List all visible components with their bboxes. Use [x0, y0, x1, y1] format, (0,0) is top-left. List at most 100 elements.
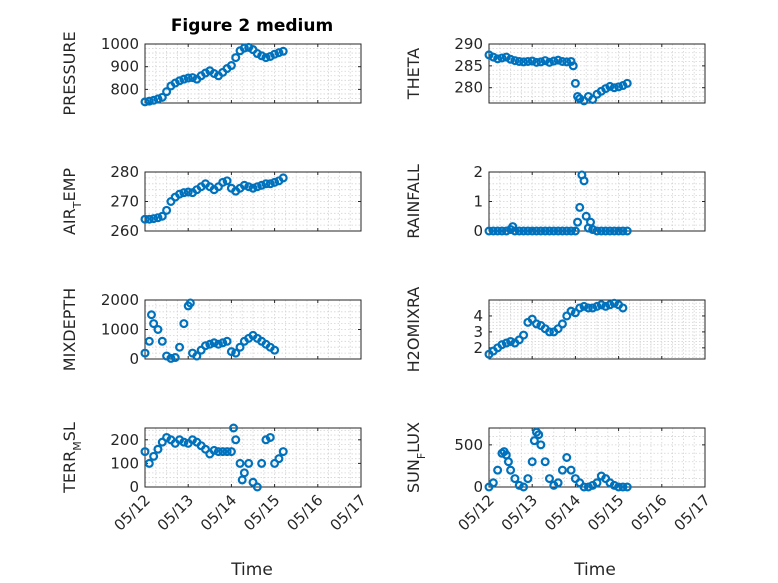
axes-box — [488, 43, 706, 104]
data-point — [209, 338, 219, 348]
data-point — [579, 301, 589, 311]
data-point — [488, 226, 498, 236]
subplot-sun_flux: 0 500 SUNFLUX 05/12 05/13 05/14 05/15 05/16 05/1… — [404, 422, 714, 534]
data-point — [222, 447, 232, 457]
data-point — [557, 319, 567, 329]
y-tick-label: 260 — [110, 222, 139, 240]
y-tick-label: 0 — [129, 478, 139, 496]
data-point — [222, 176, 232, 186]
data-point — [575, 202, 585, 212]
data-point — [501, 338, 511, 348]
data-point — [588, 225, 598, 235]
data-point — [274, 454, 284, 464]
subplot-terr_msl: 0 100 200 TERRMSL 05/12 05/13 05/14 05/15 05/16 0… — [60, 422, 370, 534]
data-point — [557, 226, 567, 236]
data-point — [514, 480, 524, 490]
data-point — [213, 447, 223, 457]
data-point — [579, 176, 589, 186]
x-tick-label: 05/16 — [283, 491, 326, 534]
data-point — [506, 54, 516, 64]
y-tick-label: 2 — [473, 163, 483, 181]
data-point — [218, 177, 228, 187]
data-point — [618, 226, 628, 236]
data-point — [532, 57, 542, 67]
x-axis-label-right: Time — [573, 560, 616, 580]
data-point — [270, 458, 280, 468]
data-point — [514, 335, 524, 345]
data-point — [140, 447, 150, 457]
data-point — [562, 311, 572, 321]
data-point — [218, 338, 228, 348]
data-point — [544, 57, 554, 67]
y-axis-label: MIXDEPTH — [60, 288, 79, 371]
data-point — [144, 336, 154, 346]
data-point — [239, 43, 249, 53]
x-tick-label: 05/17 — [671, 491, 714, 534]
x-tick-label: 05/13 — [498, 491, 541, 534]
y-tick-label: 0 — [473, 478, 483, 496]
data-point — [540, 457, 550, 467]
data-point — [153, 94, 163, 104]
data-point — [213, 339, 223, 349]
data-point — [514, 56, 524, 66]
data-point — [523, 56, 533, 66]
data-point — [622, 78, 632, 88]
data-point — [618, 482, 628, 492]
y-tick-label: 270 — [110, 193, 139, 211]
data-point — [601, 301, 611, 311]
data-point — [488, 52, 498, 62]
data-point — [140, 97, 150, 107]
data-point — [523, 474, 533, 484]
y-axis-label: AIRTEMP — [60, 168, 84, 235]
subplot-air_temp: 260 270 280 AIRTEMP — [60, 163, 362, 240]
y-axis-label: THETA — [404, 48, 423, 100]
y-tick-label: 200 — [110, 431, 139, 449]
data-point — [519, 330, 529, 340]
data-point — [229, 423, 239, 433]
data-point — [239, 468, 249, 478]
data-point — [278, 46, 288, 56]
data-point — [226, 447, 236, 457]
y-tick-label: 2 — [473, 339, 483, 357]
x-axis-label-left: Time — [230, 560, 273, 580]
data-point — [274, 48, 284, 58]
data-point — [618, 303, 628, 313]
data-point — [523, 226, 533, 236]
data-point — [540, 56, 550, 66]
data-point — [592, 478, 602, 488]
data-point — [175, 76, 185, 86]
x-tick-label: 05/12 — [455, 491, 498, 534]
subplot-h2omixra: 234 H2OMIXRA — [404, 287, 706, 372]
data-point — [175, 189, 185, 199]
data-point — [270, 345, 280, 355]
data-point — [257, 51, 267, 61]
data-point — [586, 217, 596, 227]
data-point — [510, 56, 520, 66]
data-point — [497, 53, 507, 63]
data-point — [510, 226, 520, 236]
y-axis-label: SUNFLUX — [404, 422, 428, 493]
data-point — [153, 444, 163, 454]
data-point — [488, 478, 498, 488]
subplot-pressure: 800 900 1000 PRESSURE — [60, 31, 362, 116]
data-point — [553, 324, 563, 334]
data-point — [192, 351, 202, 361]
data-point — [570, 308, 580, 318]
data-point — [162, 87, 172, 97]
data-point — [244, 182, 254, 192]
data-point — [484, 226, 494, 236]
data-point — [157, 336, 167, 346]
data-point — [596, 226, 606, 236]
data-point — [270, 49, 280, 59]
data-point — [553, 226, 563, 236]
data-point — [179, 319, 189, 329]
y-tick-label: 280 — [454, 79, 483, 97]
y-tick-label: 280 — [110, 163, 139, 181]
data-point — [544, 327, 554, 337]
data-point — [261, 179, 271, 189]
data-point — [575, 303, 585, 313]
data-point — [622, 226, 632, 236]
data-point — [562, 57, 572, 67]
data-point — [140, 348, 150, 358]
